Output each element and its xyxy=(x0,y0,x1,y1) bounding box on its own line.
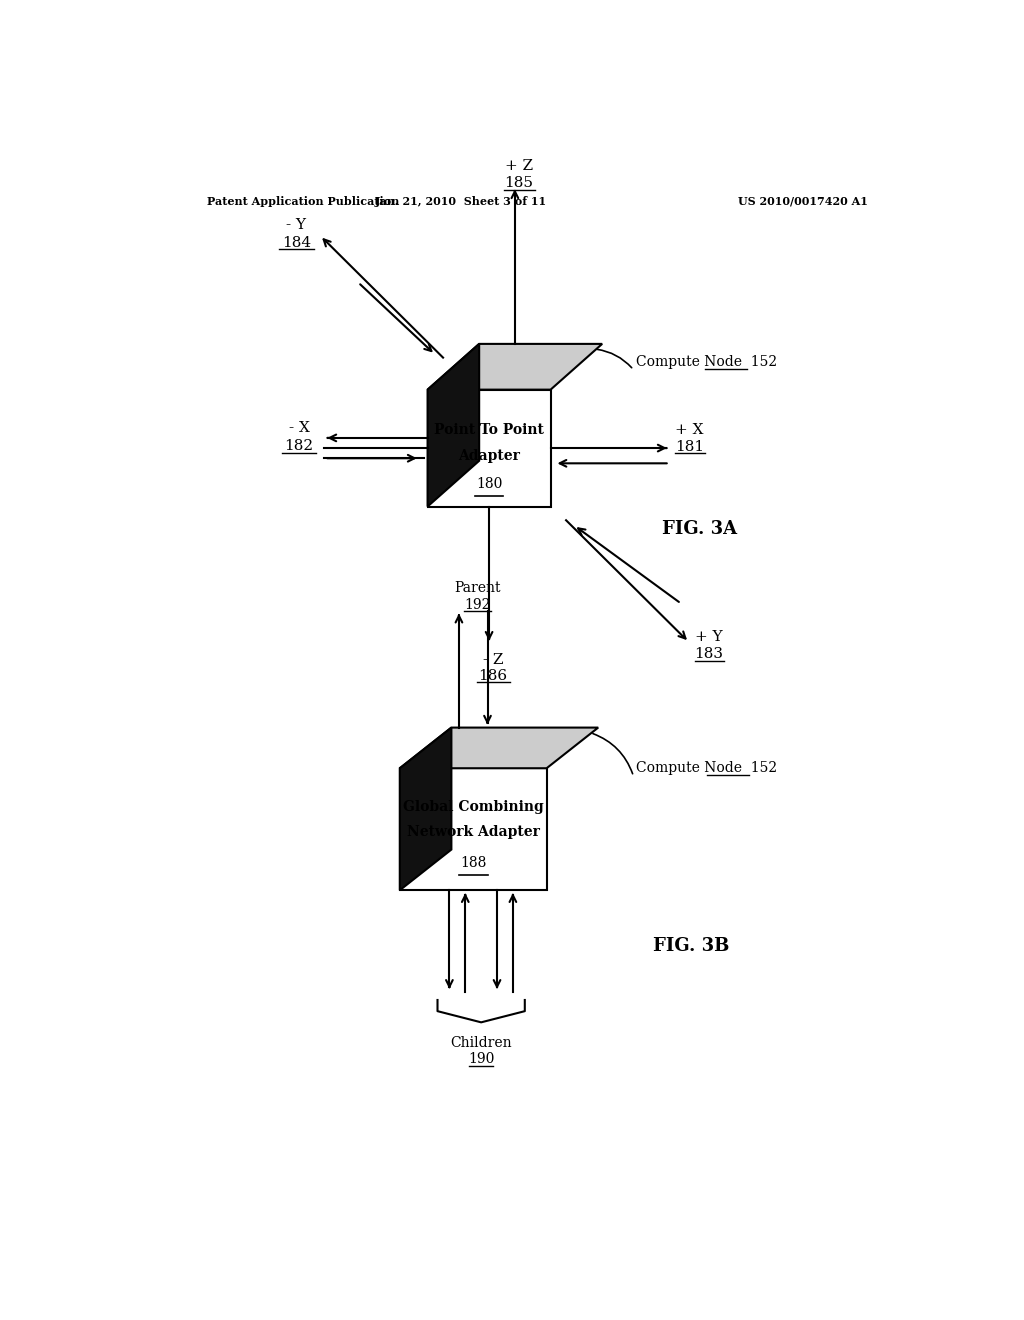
Text: FIG. 3B: FIG. 3B xyxy=(653,937,730,956)
Text: 185: 185 xyxy=(505,177,534,190)
Text: 188: 188 xyxy=(460,855,486,870)
Text: US 2010/0017420 A1: US 2010/0017420 A1 xyxy=(737,195,867,207)
Polygon shape xyxy=(428,345,479,507)
Text: + Z: + Z xyxy=(505,158,532,173)
Text: FIG. 3A: FIG. 3A xyxy=(662,520,737,539)
Polygon shape xyxy=(428,389,551,507)
Polygon shape xyxy=(428,345,602,389)
Text: 180: 180 xyxy=(476,477,503,491)
Text: - X: - X xyxy=(289,421,309,434)
Text: Children: Children xyxy=(451,1036,512,1049)
Text: Point To Point: Point To Point xyxy=(434,422,544,437)
Polygon shape xyxy=(399,768,547,890)
Polygon shape xyxy=(399,727,598,768)
Text: Adapter: Adapter xyxy=(458,449,520,463)
Text: Compute Node  152: Compute Node 152 xyxy=(636,762,777,775)
Text: 181: 181 xyxy=(675,440,705,454)
Text: Jan. 21, 2010  Sheet 3 of 11: Jan. 21, 2010 Sheet 3 of 11 xyxy=(375,195,548,207)
Text: Patent Application Publication: Patent Application Publication xyxy=(207,195,399,207)
Text: 184: 184 xyxy=(282,236,311,249)
Text: 190: 190 xyxy=(468,1052,495,1067)
Text: 183: 183 xyxy=(694,647,723,661)
Text: 182: 182 xyxy=(285,440,313,453)
Text: 192: 192 xyxy=(464,598,490,611)
Text: + X: + X xyxy=(675,422,703,437)
Text: 186: 186 xyxy=(478,669,508,684)
Text: + Y: + Y xyxy=(695,630,723,644)
Text: Global Combining: Global Combining xyxy=(402,800,544,814)
Text: - Z: - Z xyxy=(482,653,504,667)
Text: Network Adapter: Network Adapter xyxy=(407,825,540,840)
Polygon shape xyxy=(399,727,452,890)
Text: - Y: - Y xyxy=(287,219,306,232)
Text: Parent: Parent xyxy=(454,581,501,595)
Text: Compute Node  152: Compute Node 152 xyxy=(636,355,777,368)
